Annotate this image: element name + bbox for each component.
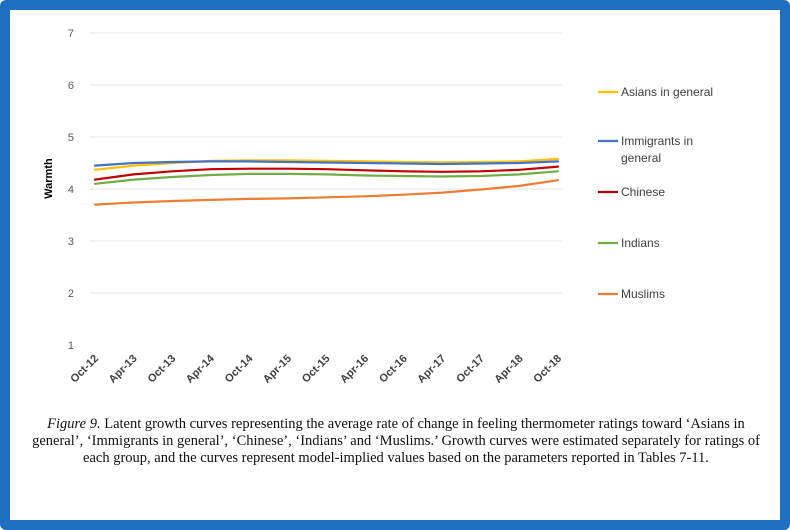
- x-tick-label: Oct-15: [300, 353, 333, 386]
- legend-label: Indians: [621, 236, 660, 250]
- y-tick-label: 7: [68, 28, 74, 40]
- caption-text: Latent growth curves representing the av…: [32, 416, 760, 466]
- x-tick-label: Apr-15: [261, 353, 294, 386]
- x-tick-label: Apr-14: [184, 352, 218, 386]
- x-tick-label: Apr-13: [107, 353, 140, 386]
- gridlines: [90, 32, 562, 294]
- y-tick-label: 1: [68, 340, 74, 352]
- x-tick-label: Apr-16: [338, 353, 371, 386]
- legend-label: Immigrants in: [621, 134, 693, 148]
- y-tick-label: 2: [68, 288, 74, 300]
- x-tick-label: Oct-16: [377, 353, 410, 386]
- x-tick-label: Apr-18: [492, 353, 525, 386]
- series-line: [93, 170, 560, 185]
- y-tick-label: 5: [68, 132, 74, 144]
- x-tick-label: Oct-12: [68, 353, 101, 386]
- legend-label: general: [621, 151, 661, 165]
- y-tick-label: 4: [68, 184, 74, 196]
- legend-label: Asians in general: [621, 85, 713, 99]
- x-axis-ticks: Oct-12 Apr-13 Oct-13 Apr-14 Oct-14 Apr-15 Oct-…: [68, 352, 564, 386]
- series-line: [93, 165, 560, 181]
- series-line: [93, 160, 560, 167]
- y-axis-ticks: 1 2 3 4 5 6 7: [68, 28, 74, 352]
- y-tick-label: 6: [68, 80, 74, 92]
- y-axis-label: Warmth: [43, 158, 55, 199]
- x-tick-label: Oct-13: [146, 353, 179, 386]
- legend: Asians in general Immigrants in general Chi…: [598, 85, 713, 301]
- legend-label: Muslims: [621, 287, 665, 301]
- figure-caption: Figure 9. Latent growth curves represent…: [24, 416, 768, 467]
- x-tick-label: Apr-17: [415, 353, 448, 386]
- series-line: [93, 179, 560, 206]
- x-tick-label: Oct-17: [454, 353, 487, 386]
- x-tick-label: Oct-14: [223, 352, 256, 385]
- legend-label: Chinese: [621, 185, 665, 199]
- figure-label: Figure 9.: [47, 416, 101, 432]
- y-tick-label: 3: [68, 236, 74, 248]
- series-lines: [93, 157, 560, 206]
- x-tick-label: Oct-18: [531, 353, 564, 386]
